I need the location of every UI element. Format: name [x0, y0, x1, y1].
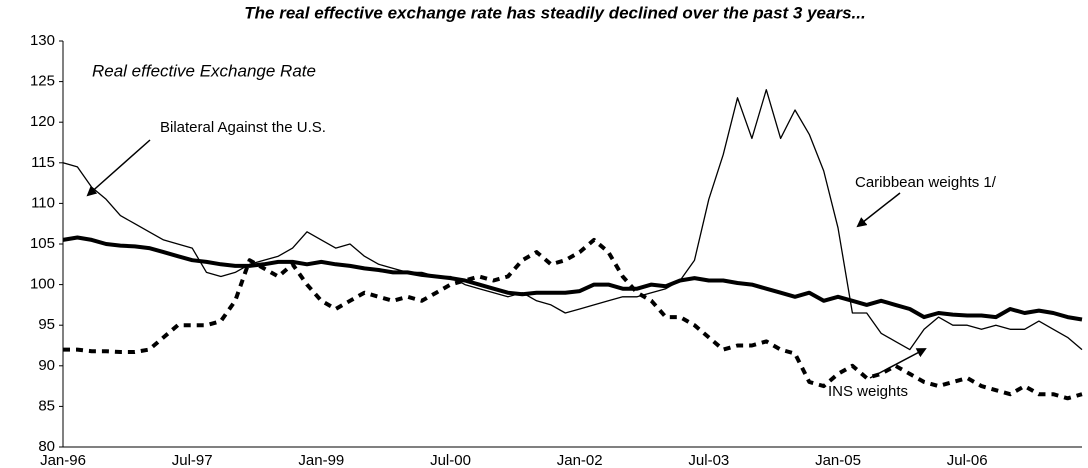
series-label: INS weights [828, 383, 908, 400]
annotation-arrow [86, 139, 151, 197]
y-tick-label: 90 [38, 357, 55, 374]
x-tick-label: Jan-96 [40, 452, 86, 468]
series-label: Bilateral Against the U.S. [160, 119, 326, 136]
y-tick-label: 120 [30, 113, 55, 130]
series-line [62, 89, 1083, 351]
x-tick-label: Jul-97 [172, 452, 213, 468]
y-tick-label: 110 [31, 194, 55, 211]
annotation-arrow [856, 192, 901, 228]
annotation-arrow [869, 348, 927, 379]
y-tick-label: 85 [38, 397, 55, 414]
series-label: Caribbean weights 1/ [855, 174, 997, 191]
chart-subtitle: Real effective Exchange Rate [92, 61, 316, 80]
series-line [63, 237, 1083, 401]
x-tick-label: Jan-99 [298, 452, 344, 468]
y-tick-label: 115 [31, 154, 55, 171]
x-tick-label: Jul-06 [947, 452, 988, 468]
y-tick-label: 80 [38, 438, 55, 455]
y-tick-label: 125 [30, 73, 55, 90]
y-tick-label: 130 [30, 32, 55, 49]
x-tick-label: Jan-05 [815, 452, 861, 468]
y-tick-label: 100 [30, 276, 55, 293]
y-tick-label: 95 [38, 316, 55, 333]
y-tick-label: 105 [30, 235, 55, 252]
x-tick-label: Jul-03 [688, 452, 729, 468]
series-line [62, 235, 1083, 322]
x-tick-label: Jan-02 [557, 452, 603, 468]
chart-title: The real effective exchange rate has ste… [244, 3, 865, 22]
x-tick-label: Jul-00 [430, 452, 471, 468]
